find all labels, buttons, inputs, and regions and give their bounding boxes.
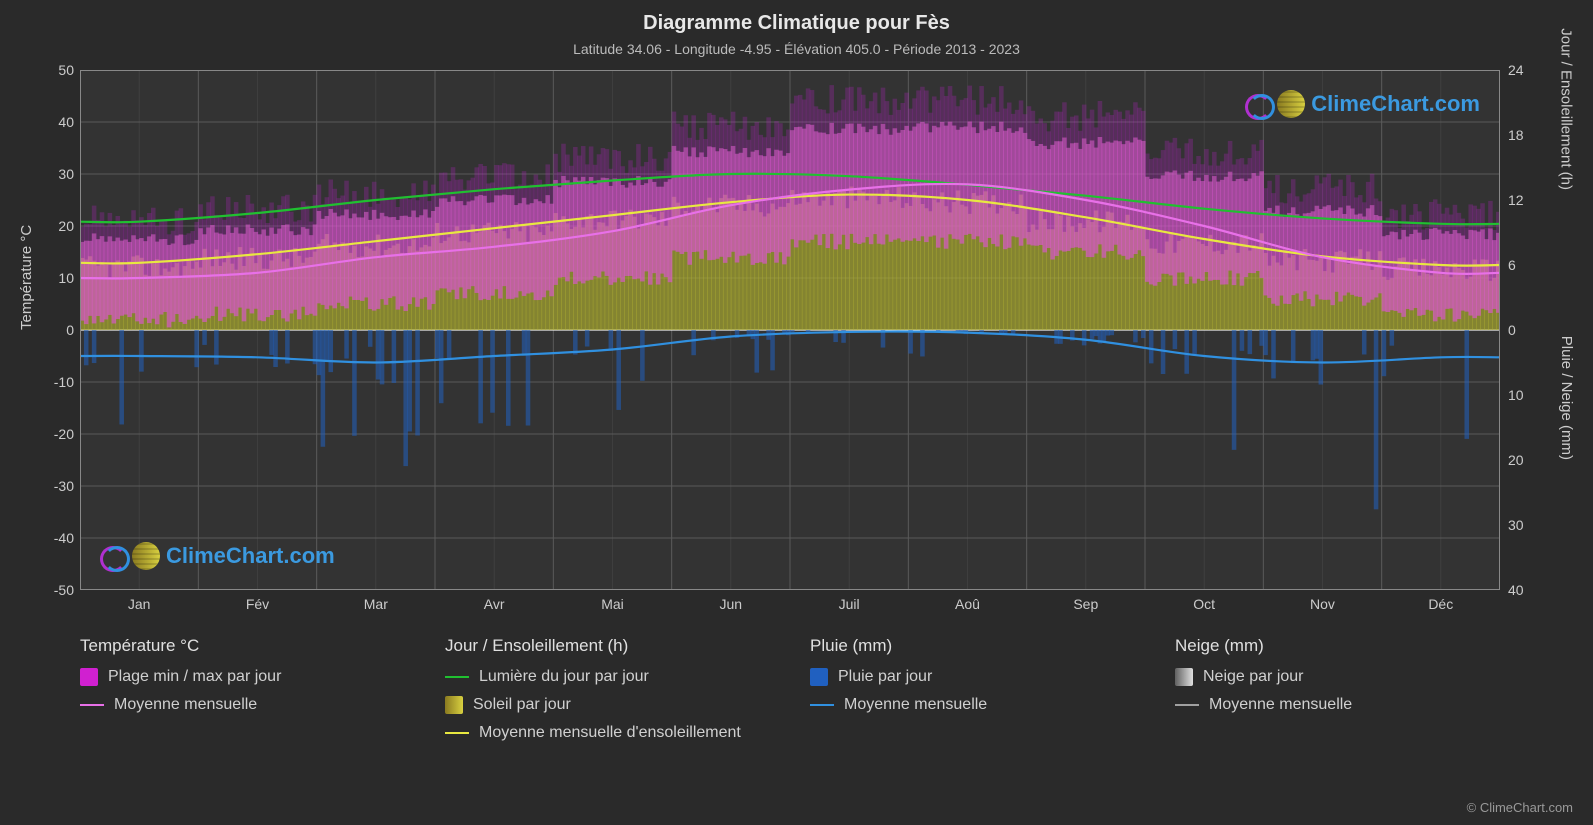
y-right-tick-hours: 24 [1508,62,1524,78]
x-tick: Avr [435,596,553,620]
y-right-tick-hours: 6 [1508,257,1516,273]
legend-label: Plage min / max par jour [108,668,281,686]
legend-swatch [80,704,104,706]
legend-swatch [810,668,828,686]
y-left-tick: 30 [58,166,74,182]
x-tick: Jun [672,596,790,620]
chart-subtitle: Latitude 34.06 - Longitude -4.95 - Éléva… [0,35,1593,57]
climate-chart-svg [80,70,1500,590]
chart-title: Diagramme Climatique pour Fès [0,0,1593,35]
legend-label: Pluie par jour [838,668,932,686]
copyright-label: © ClimeChart.com [1467,800,1573,815]
y-right-axis-label-top: Jour / Ensoleillement (h) [1558,28,1575,190]
legend-label: Soleil par jour [473,696,571,714]
sun-icon [132,542,160,570]
y-left-tick: 50 [58,62,74,78]
y-left-tick: -10 [54,374,74,390]
y-right-ticks: 2418126010203040 [1504,70,1548,590]
x-tick: Aoû [908,596,1026,620]
legend-label: Lumière du jour par jour [479,668,649,686]
legend-swatch [80,668,98,686]
y-left-tick: -20 [54,426,74,442]
y-left-tick: -30 [54,478,74,494]
x-tick: Juil [790,596,908,620]
legend-item: Moyenne mensuelle d'ensoleillement [445,724,770,742]
legend-swatch [445,696,463,714]
legend-swatch [810,704,834,706]
x-tick: Déc [1382,596,1500,620]
x-tick: Oct [1145,596,1263,620]
sun-icon [1277,90,1305,118]
legend-label: Moyenne mensuelle d'ensoleillement [479,724,741,742]
legend-item: Moyenne mensuelle [810,696,1135,714]
plot-area: ClimeChart.com ClimeChart.com [80,70,1500,590]
legend-label: Neige par jour [1203,668,1304,686]
legend-group-head: Température °C [80,636,405,656]
legend-group: Température °C Plage min / max par jour Mo… [80,636,405,752]
legend-group: Pluie (mm) Pluie par jour Moyenne mensuell… [810,636,1135,752]
legend-item: Moyenne mensuelle [1175,696,1500,714]
legend-item: Plage min / max par jour [80,668,405,686]
y-left-tick: 0 [66,322,74,338]
y-left-tick: 10 [58,270,74,286]
x-tick: Jan [80,596,198,620]
y-right-tick-mm: 30 [1508,517,1524,533]
x-axis-ticks: JanFévMarAvrMaiJunJuilAoûSepOctNovDéc [80,596,1500,620]
legend: Température °C Plage min / max par jour Mo… [80,636,1500,752]
legend-label: Moyenne mensuelle [844,696,987,714]
watermark-bottom-left: ClimeChart.com [100,542,335,570]
watermark-text: ClimeChart.com [1311,91,1480,117]
legend-label: Moyenne mensuelle [1209,696,1352,714]
x-tick: Nov [1263,596,1381,620]
chart-container: Diagramme Climatique pour Fès Latitude 3… [0,0,1593,825]
y-left-tick: 40 [58,114,74,130]
y-right-tick-hours: 12 [1508,192,1524,208]
legend-group: Neige (mm) Neige par jour Moyenne mensuell… [1175,636,1500,752]
y-right-tick-mm: 40 [1508,582,1524,598]
y-right-tick-mm: 20 [1508,452,1524,468]
logo-icon [100,543,126,569]
logo-icon [1245,91,1271,117]
legend-swatch [445,676,469,678]
legend-group-head: Pluie (mm) [810,636,1135,656]
legend-item: Soleil par jour [445,696,770,714]
legend-item: Neige par jour [1175,668,1500,686]
x-tick: Sep [1027,596,1145,620]
legend-label: Moyenne mensuelle [114,696,257,714]
y-right-tick-hours: 0 [1508,322,1516,338]
legend-item: Lumière du jour par jour [445,668,770,686]
legend-swatch [445,732,469,734]
y-left-axis-label: Température °C [18,225,35,330]
y-left-tick: -40 [54,530,74,546]
x-tick: Fév [198,596,316,620]
x-tick: Mai [553,596,671,620]
watermark-text: ClimeChart.com [166,543,335,569]
legend-item: Moyenne mensuelle [80,696,405,714]
y-right-tick-mm: 10 [1508,387,1524,403]
legend-swatch [1175,704,1199,706]
y-right-axis-label-bottom: Pluie / Neige (mm) [1558,336,1575,460]
legend-item: Pluie par jour [810,668,1135,686]
watermark-top-right: ClimeChart.com [1245,90,1480,118]
y-left-tick: -50 [54,582,74,598]
legend-group-head: Neige (mm) [1175,636,1500,656]
x-tick: Mar [317,596,435,620]
legend-swatch [1175,668,1193,686]
y-right-tick-hours: 18 [1508,127,1524,143]
y-left-ticks: 50403020100-10-20-30-40-50 [44,70,78,590]
legend-group-head: Jour / Ensoleillement (h) [445,636,770,656]
legend-group: Jour / Ensoleillement (h) Lumière du jour… [445,636,770,752]
y-left-tick: 20 [58,218,74,234]
